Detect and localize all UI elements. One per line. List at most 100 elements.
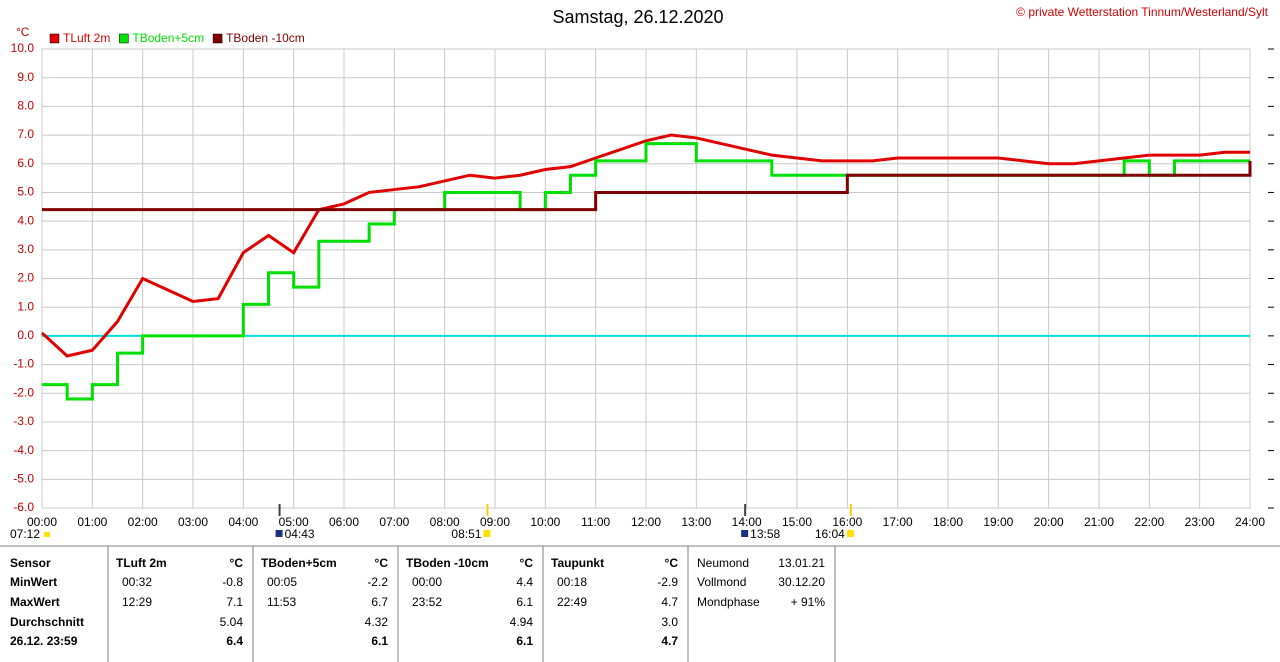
cell-time: 00:18 [557, 575, 587, 589]
sensor-name: Taupunkt [551, 556, 604, 570]
x-tick-label: 18:00 [933, 515, 963, 529]
x-tick-label: 22:00 [1134, 515, 1164, 529]
cell-value: -2.2 [367, 575, 388, 589]
chart-title: Samstag, 26.12.2020 [552, 7, 723, 27]
x-tick-label: 01:00 [77, 515, 107, 529]
series-line [42, 160, 1252, 212]
x-tick-label: 23:00 [1185, 515, 1215, 529]
moon-value: 13.01.21 [778, 556, 825, 570]
sensor-unit: °C [520, 556, 534, 570]
cell-value: 6.1 [371, 634, 388, 648]
y-tick-label: 8.0 [17, 99, 34, 113]
marker-label: 13:58 [750, 527, 780, 541]
x-tick-label: 12:00 [631, 515, 661, 529]
cell-time: 22:49 [557, 595, 587, 609]
moon-label: Neumond [697, 556, 749, 570]
y-tick-label: -2.0 [13, 385, 34, 399]
y-tick-label: -4.0 [13, 443, 34, 457]
y-tick-label: 9.0 [17, 70, 34, 84]
sensor-name: TLuft 2m [116, 556, 167, 570]
y-tick-label: -6.0 [13, 500, 34, 514]
cell-time: 12:29 [122, 595, 152, 609]
row-label: Durchschnitt [10, 615, 84, 629]
x-tick-label: 21:00 [1084, 515, 1114, 529]
y-tick-label: -5.0 [13, 471, 34, 485]
y-unit: °C [16, 25, 30, 39]
y-tick-label: 10.0 [11, 41, 35, 55]
y-tick-label: 2.0 [17, 271, 34, 285]
x-tick-label: 03:00 [178, 515, 208, 529]
legend-swatch [119, 33, 129, 44]
moon-value: + 91% [791, 595, 826, 609]
x-tick-label: 10:00 [530, 515, 560, 529]
cell-value: 6.1 [516, 595, 533, 609]
legend-label: TLuft 2m [63, 31, 110, 45]
sensor-name: TBoden+5cm [261, 556, 337, 570]
row-label: Sensor [10, 556, 51, 570]
marker-icon [275, 530, 283, 537]
cell-value: 4.4 [516, 575, 533, 589]
cell-value: 4.7 [661, 634, 678, 648]
moon-value: 30.12.20 [778, 575, 825, 589]
cell-value: 4.94 [510, 615, 534, 629]
cell-value: 7.1 [226, 595, 243, 609]
row-label: 26.12. 23:59 [10, 634, 78, 648]
x-tick-label: 00:00 [27, 515, 57, 529]
legend-swatch [212, 33, 223, 44]
x-tick-label: 11:00 [581, 515, 610, 529]
y-tick-label: 0.0 [17, 328, 34, 342]
table-bg [0, 545, 1280, 662]
x-tick-label: 15:00 [782, 515, 812, 529]
row-label: MaxWert [10, 595, 60, 609]
cell-value: 6.4 [226, 634, 243, 648]
cell-value: 5.04 [220, 615, 244, 629]
x-tick-label: 05:00 [279, 515, 309, 529]
cell-value: 3.0 [661, 615, 678, 629]
marker-label: 16:04 [815, 527, 845, 541]
legend-swatch [49, 33, 60, 44]
cell-value: -2.9 [657, 575, 678, 589]
cell-time: 23:52 [412, 595, 442, 609]
y-tick-label: 1.0 [17, 299, 34, 313]
sensor-unit: °C [230, 556, 244, 570]
x-tick-label: 14:00 [732, 515, 762, 529]
sun-marker [44, 532, 50, 537]
x-tick-label: 13:00 [681, 515, 711, 529]
y-tick-label: -3.0 [13, 414, 34, 428]
x-tick-label: 20:00 [1034, 515, 1064, 529]
cell-value: 4.7 [661, 595, 678, 609]
sensor-unit: °C [375, 556, 389, 570]
x-tick-label: 02:00 [128, 515, 158, 529]
y-tick-label: -1.0 [13, 357, 34, 371]
x-tick-label: 09:00 [480, 515, 510, 529]
x-tick-label: 19:00 [983, 515, 1013, 529]
marker-icon [741, 530, 749, 537]
marker-icon [846, 530, 854, 537]
y-tick-label: 5.0 [17, 185, 34, 199]
y-tick-label: 7.0 [17, 127, 34, 141]
series-line [40, 133, 1250, 358]
moon-label: Vollmond [697, 575, 746, 589]
cell-value: 6.1 [516, 634, 533, 648]
cell-value: 4.32 [365, 615, 389, 629]
marker-label: 04:43 [285, 527, 315, 541]
copyright: © private Wetterstation Tinnum/Westerlan… [1016, 5, 1269, 19]
x-tick-label: 07:00 [379, 515, 409, 529]
x-tick-label: 08:00 [430, 515, 460, 529]
legend-label: TBoden -10cm [226, 31, 305, 45]
x-tick-label: 16:00 [832, 515, 862, 529]
y-tick-label: 4.0 [17, 213, 34, 227]
sensor-name: TBoden -10cm [406, 556, 489, 570]
x-tick-label: 24:00 [1235, 515, 1265, 529]
cell-time: 00:32 [122, 575, 152, 589]
cell-value: 6.7 [371, 595, 388, 609]
x-tick-label: 06:00 [329, 515, 359, 529]
x-tick-label: 04:00 [228, 515, 258, 529]
cell-time: 11:53 [267, 595, 296, 609]
x-tick-label: 17:00 [883, 515, 913, 529]
y-tick-label: 3.0 [17, 242, 34, 256]
row-label: MinWert [10, 575, 57, 589]
legend-label: TBoden+5cm [132, 31, 204, 45]
sunrise-label: 07:12 [10, 527, 40, 541]
